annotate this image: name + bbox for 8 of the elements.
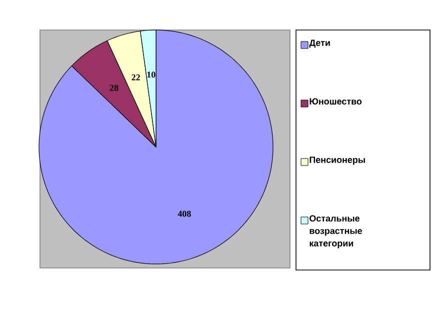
data-label: 22: [132, 74, 140, 80]
legend-label: Дети: [309, 40, 330, 48]
legend-label: Остальные возрастные категории: [310, 215, 362, 248]
legend-label: Юношество: [310, 98, 362, 105]
data-label: 28: [110, 84, 118, 91]
legend-label: Пенсионеры: [310, 156, 365, 165]
data-label: 408: [178, 210, 191, 217]
data-label: 10: [147, 72, 156, 78]
